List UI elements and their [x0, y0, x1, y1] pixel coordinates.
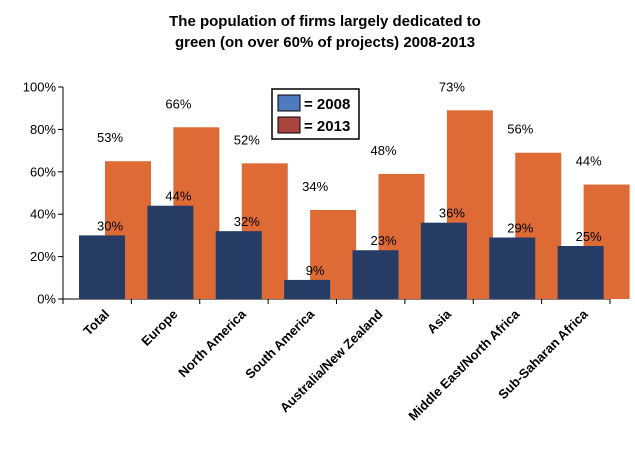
data-label-2008: 44% — [165, 189, 191, 204]
chart-title-line: The population of firms largely dedicate… — [169, 13, 481, 30]
bar-2008 — [215, 231, 262, 299]
data-label-2008: 9% — [306, 263, 325, 278]
category-label: Asia — [424, 306, 455, 337]
data-label-2013: 52% — [234, 132, 260, 147]
data-label-2008: 25% — [576, 229, 602, 244]
legend: = 2008 = 2013 — [271, 88, 360, 140]
bar-2008 — [284, 279, 331, 299]
legend-label: = 2013 — [304, 118, 350, 135]
bar-2008 — [420, 222, 467, 299]
chart-title-line: green (on over 60% of projects) 2008-201… — [175, 34, 475, 51]
category-label: Europe — [138, 307, 180, 349]
data-label-2013: 56% — [507, 122, 533, 137]
y-tick-label: 60% — [30, 164, 56, 179]
data-label-2013: 44% — [576, 154, 602, 169]
data-labels: 53% 30% 66% 44% 52% 32% 34% 9% 48% 23% 73% 36% 56% 29… — [97, 79, 602, 278]
category-label: South America — [242, 306, 318, 382]
y-tick-label: 0% — [37, 292, 56, 307]
bar-2008 — [557, 246, 604, 299]
y-tick-label: 100% — [23, 80, 57, 95]
bars — [79, 110, 630, 299]
legend-swatch — [277, 116, 301, 134]
bar-2008 — [489, 237, 536, 299]
data-label-2008: 32% — [234, 214, 260, 229]
chart-title: The population of firms largely dedicate… — [169, 13, 481, 51]
y-tick-label: 80% — [30, 122, 56, 137]
data-label-2013: 53% — [97, 130, 123, 145]
y-tick-label: 20% — [30, 249, 56, 264]
bar-2008 — [352, 250, 399, 299]
data-label-2008: 29% — [507, 221, 533, 236]
data-label-2013: 66% — [165, 96, 191, 111]
category-label: Middle East/North Africa — [405, 306, 523, 424]
data-label-2013: 34% — [302, 179, 328, 194]
data-label-2013: 48% — [370, 143, 396, 158]
legend-label: = 2008 — [304, 96, 350, 113]
data-label-2008: 23% — [370, 233, 396, 248]
data-label-2008: 30% — [97, 218, 123, 233]
category-label: Total — [80, 307, 112, 339]
category-label: North America — [175, 306, 249, 380]
bar-2008 — [147, 205, 194, 299]
bar-2008 — [79, 235, 125, 299]
y-tick-label: 40% — [30, 207, 56, 222]
data-label-2013: 73% — [439, 79, 465, 94]
data-label-2008: 36% — [439, 206, 465, 221]
legend-swatch — [277, 94, 301, 112]
